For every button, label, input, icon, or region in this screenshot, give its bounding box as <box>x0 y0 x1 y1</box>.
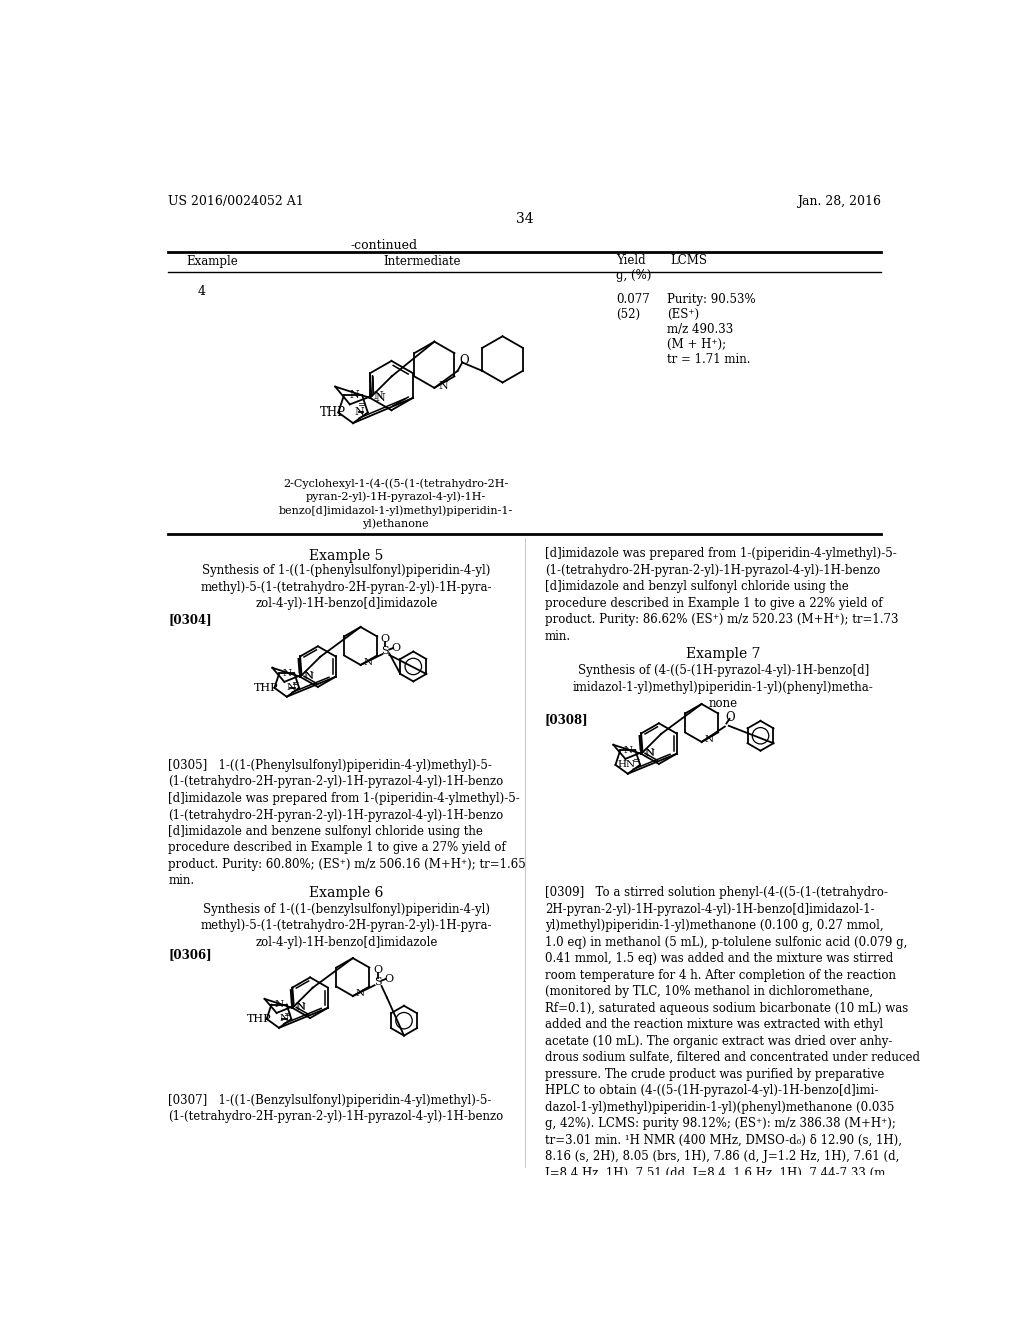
Text: Synthesis of 1-((1-(benzylsulfonyl)piperidin-4-yl)
methyl)-5-(1-(tetrahydro-2H-p: Synthesis of 1-((1-(benzylsulfonyl)piper… <box>201 903 493 949</box>
Text: =: = <box>632 758 639 767</box>
Text: Example 7: Example 7 <box>686 647 761 661</box>
Text: N: N <box>349 391 359 400</box>
Text: 4: 4 <box>198 285 206 298</box>
Text: N: N <box>287 684 296 693</box>
Text: THP: THP <box>254 682 279 693</box>
Text: THP: THP <box>247 1014 271 1024</box>
Text: N: N <box>280 1015 288 1023</box>
Text: O: O <box>381 634 390 644</box>
Text: N: N <box>705 735 714 744</box>
Text: [0306]: [0306] <box>168 948 212 961</box>
Text: N: N <box>375 393 385 404</box>
Text: O: O <box>373 965 382 975</box>
Text: N: N <box>374 391 384 400</box>
Text: Example 5: Example 5 <box>309 549 384 562</box>
Text: 2-Cyclohexyl-1-(4-((5-(1-(tetrahydro-2H-
pyran-2-yl)-1H-pyrazol-4-yl)-1H-
benzo[: 2-Cyclohexyl-1-(4-((5-(1-(tetrahydro-2H-… <box>279 478 512 529</box>
Text: [0309]   To a stirred solution phenyl-(4-((5-(1-(tetrahydro-
2H-pyran-2-yl)-1H-p: [0309] To a stirred solution phenyl-(4-(… <box>545 886 920 1229</box>
Text: [0305]   1-((1-(Phenylsulfonyl)piperidin-4-yl)methyl)-5-
(1-(tetrahydro-2H-pyran: [0305] 1-((1-(Phenylsulfonyl)piperidin-4… <box>168 759 526 887</box>
Text: O: O <box>392 643 400 653</box>
Text: N: N <box>274 1001 284 1008</box>
Text: [0304]: [0304] <box>168 612 212 626</box>
Text: N: N <box>305 672 313 681</box>
Text: 0.077
(52): 0.077 (52) <box>616 293 650 321</box>
Text: Example: Example <box>186 256 238 268</box>
Text: THP: THP <box>321 407 346 418</box>
Text: LCMS: LCMS <box>671 253 708 267</box>
Text: N: N <box>644 747 653 756</box>
Text: N: N <box>624 746 632 755</box>
Text: N: N <box>296 1002 304 1011</box>
Text: N: N <box>646 748 654 758</box>
Text: N: N <box>283 669 291 678</box>
Text: [0307]   1-((1-(Benzylsulfonyl)piperidin-4-yl)methyl)-5-
(1-(tetrahydro-2H-pyran: [0307] 1-((1-(Benzylsulfonyl)piperidin-4… <box>168 1094 504 1123</box>
Text: HN: HN <box>617 760 636 770</box>
Text: [0308]: [0308] <box>545 713 589 726</box>
Text: US 2016/0024052 A1: US 2016/0024052 A1 <box>168 195 304 209</box>
Text: S: S <box>382 645 389 656</box>
Text: N: N <box>356 989 366 998</box>
Text: Intermediate: Intermediate <box>384 256 461 268</box>
Text: O: O <box>459 354 469 367</box>
Text: N: N <box>303 671 312 680</box>
Text: Example 6: Example 6 <box>309 886 384 900</box>
Text: S: S <box>374 977 382 987</box>
Text: Yield
g, (%): Yield g, (%) <box>616 253 651 282</box>
Text: O: O <box>725 710 735 723</box>
Text: -continued: -continued <box>350 239 418 252</box>
Text: Synthesis of 1-((1-(phenylsulfonyl)piperidin-4-yl)
methyl)-5-(1-(tetrahydro-2H-p: Synthesis of 1-((1-(phenylsulfonyl)piper… <box>201 564 493 610</box>
Text: Jan. 28, 2016: Jan. 28, 2016 <box>798 195 882 209</box>
Text: O: O <box>384 974 393 985</box>
Text: N: N <box>297 1003 306 1012</box>
Text: 34: 34 <box>516 213 534 226</box>
Text: =: = <box>283 1011 291 1020</box>
Text: N: N <box>355 408 365 417</box>
Text: Purity: 90.53%
(ES⁺)
m/z 490.33
(M + H⁺);
tr = 1.71 min.: Purity: 90.53% (ES⁺) m/z 490.33 (M + H⁺)… <box>667 293 756 366</box>
Text: N: N <box>364 659 373 667</box>
Text: Synthesis of (4-((5-(1H-pyrazol-4-yl)-1H-benzo[d]
imidazol-1-yl)methyl)piperidin: Synthesis of (4-((5-(1H-pyrazol-4-yl)-1H… <box>572 664 873 710</box>
Text: =: = <box>291 680 298 689</box>
Text: N: N <box>438 380 447 391</box>
Text: [d]imidazole was prepared from 1-(piperidin-4-ylmethyl)-5-
(1-(tetrahydro-2H-pyr: [d]imidazole was prepared from 1-(piperi… <box>545 548 898 643</box>
Text: =: = <box>358 401 367 411</box>
